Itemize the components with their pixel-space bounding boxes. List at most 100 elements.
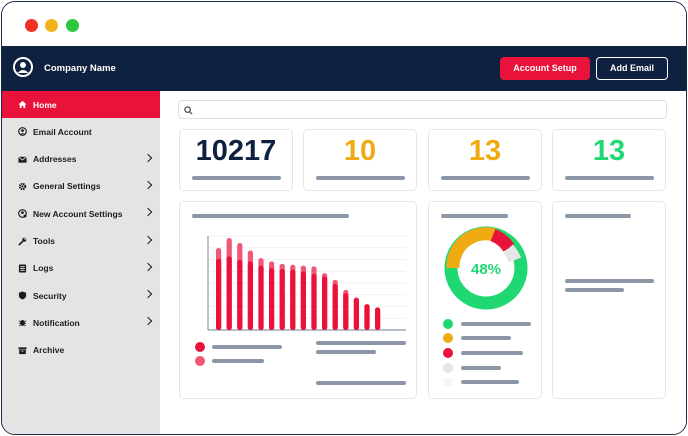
sidebar-item-label: Logs bbox=[33, 263, 54, 274]
bar-series-1-7 bbox=[290, 269, 296, 330]
donut-legend-dot bbox=[443, 348, 453, 358]
search-icon bbox=[184, 106, 193, 115]
bar-series-1-1 bbox=[226, 256, 232, 330]
bar-series-1-2 bbox=[237, 259, 243, 330]
bar-series-1-4 bbox=[258, 265, 264, 330]
bar-series-1-9 bbox=[311, 273, 317, 330]
bar-series-1-3 bbox=[247, 261, 253, 330]
donut-legend-placeholder bbox=[461, 380, 519, 384]
summary-title-placeholder bbox=[565, 214, 631, 218]
sidebar: Home Email Account Addresses General Settin… bbox=[2, 91, 160, 434]
stat-caption-placeholder bbox=[441, 176, 530, 180]
donut-legend-placeholder bbox=[461, 351, 523, 355]
user-circle-icon bbox=[18, 127, 27, 137]
sidebar-item-tools[interactable]: Tools bbox=[2, 228, 160, 255]
sidebar-item-label: New Account Settings bbox=[33, 208, 123, 219]
sidebar-item-label: Email Account bbox=[33, 126, 92, 137]
bar-series-1-13 bbox=[353, 298, 359, 330]
sidebar-item-notification[interactable]: Notification bbox=[2, 309, 160, 336]
donut-legend-placeholder bbox=[461, 322, 531, 326]
donut-segment-secondary bbox=[446, 227, 497, 269]
legend-dot-series-1 bbox=[195, 342, 205, 352]
sidebar-item-archive[interactable]: Archive bbox=[2, 337, 160, 364]
stat-value: 10217 bbox=[195, 135, 277, 167]
donut-title-placeholder bbox=[441, 214, 508, 218]
envelope-icon bbox=[18, 155, 27, 164]
summary-card bbox=[552, 201, 666, 399]
shield-icon bbox=[18, 291, 27, 300]
minimize-window-button[interactable] bbox=[45, 19, 58, 32]
search-input[interactable] bbox=[178, 100, 667, 119]
stat-card-warning[interactable]: 10 bbox=[303, 129, 417, 191]
bar-series-1-11 bbox=[332, 284, 338, 330]
account-setup-button[interactable]: Account Setup bbox=[500, 57, 590, 80]
maximize-window-button[interactable] bbox=[66, 19, 79, 32]
stat-value: 13 bbox=[592, 135, 626, 167]
sidebar-item-label: Addresses bbox=[33, 154, 77, 165]
gear-icon bbox=[18, 182, 27, 191]
chevron-right-icon bbox=[143, 235, 153, 244]
sidebar-item-new-account-settings[interactable]: New Account Settings bbox=[2, 200, 160, 227]
sidebar-item-label: Notification bbox=[33, 317, 80, 328]
stat-card-total[interactable]: 10217 bbox=[179, 129, 293, 191]
sidebar-item-label: Archive bbox=[33, 345, 65, 356]
top-header: Company Name Account Setup Add Email bbox=[2, 46, 686, 91]
bar-chart-card bbox=[179, 201, 417, 399]
bar-series-1-14 bbox=[364, 304, 370, 330]
bar-series-1-10 bbox=[322, 276, 328, 330]
stat-card-pending[interactable]: 13 bbox=[428, 129, 542, 191]
bar-chart bbox=[207, 235, 406, 331]
chart-title-placeholder bbox=[192, 214, 349, 218]
sidebar-item-label: Tools bbox=[33, 236, 56, 246]
summary-line-placeholder bbox=[316, 341, 406, 345]
sidebar-item-label: Security bbox=[33, 290, 67, 301]
donut-segment-accent bbox=[490, 228, 515, 252]
legend-label-placeholder bbox=[212, 345, 282, 349]
sidebar-item-email-account[interactable]: Email Account bbox=[2, 118, 160, 145]
bug-icon bbox=[18, 318, 27, 327]
sidebar-item-logs[interactable]: Logs bbox=[2, 255, 160, 282]
donut-legend-dot bbox=[443, 377, 453, 387]
legend-label-placeholder bbox=[212, 359, 264, 363]
donut-segment-light bbox=[503, 244, 522, 263]
bar-series-1-12 bbox=[343, 293, 349, 330]
sidebar-item-addresses[interactable]: Addresses bbox=[2, 146, 160, 173]
bar-series-1-0 bbox=[216, 258, 222, 330]
company-avatar-icon[interactable] bbox=[13, 57, 33, 77]
chevron-right-icon bbox=[143, 207, 153, 217]
summary-line-placeholder bbox=[565, 288, 624, 292]
bar-series-1-8 bbox=[300, 271, 306, 330]
close-window-button[interactable] bbox=[25, 19, 38, 32]
stat-caption-placeholder bbox=[565, 176, 654, 180]
donut-legend-dot bbox=[443, 363, 453, 373]
donut-legend-dot bbox=[443, 333, 453, 343]
summary-line-placeholder bbox=[565, 279, 654, 283]
donut-legend-placeholder bbox=[461, 366, 501, 370]
sidebar-item-general-settings[interactable]: General Settings bbox=[2, 173, 160, 200]
wrench-icon bbox=[18, 237, 27, 246]
bar-series-1-6 bbox=[279, 268, 285, 330]
sidebar-item-home[interactable]: Home bbox=[2, 91, 160, 118]
home-icon bbox=[18, 100, 27, 109]
bar-series-1-5 bbox=[269, 268, 275, 330]
user-gear-icon bbox=[18, 209, 27, 219]
sidebar-item-label: Home bbox=[33, 99, 57, 110]
stat-card-success[interactable]: 13 bbox=[552, 129, 666, 191]
sidebar-item-label: General Settings bbox=[33, 181, 101, 192]
donut-center-label: 48% bbox=[471, 261, 501, 278]
log-list-icon bbox=[18, 264, 27, 273]
summary-line-placeholder bbox=[316, 381, 406, 385]
chevron-right-icon bbox=[143, 262, 153, 272]
donut-legend-dot bbox=[443, 319, 453, 329]
title-bar bbox=[2, 2, 686, 46]
sidebar-item-security[interactable]: Security bbox=[2, 282, 160, 309]
donut-chart-card: 48% bbox=[428, 201, 542, 399]
bar-series-1-15 bbox=[375, 307, 381, 330]
donut-legend-placeholder bbox=[461, 336, 511, 340]
chevron-right-icon bbox=[143, 153, 153, 162]
chevron-right-icon bbox=[143, 289, 153, 299]
stat-caption-placeholder bbox=[316, 176, 405, 180]
stat-value: 13 bbox=[468, 135, 502, 167]
add-email-button[interactable]: Add Email bbox=[596, 57, 668, 80]
